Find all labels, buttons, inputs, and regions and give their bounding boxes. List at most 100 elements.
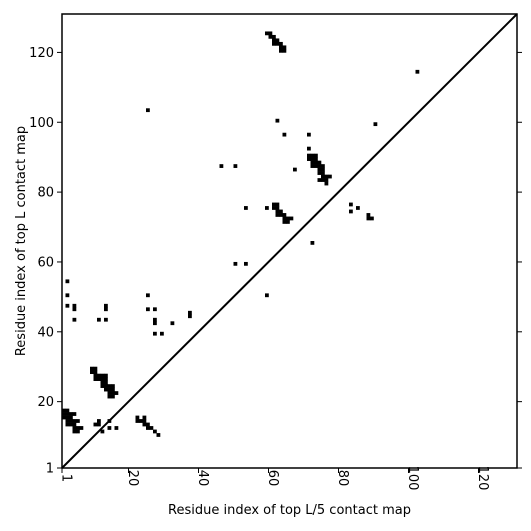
- contact-cell-lower: [93, 377, 98, 381]
- contact-cell-upper: [268, 31, 273, 36]
- contact-cell-upper: [317, 164, 322, 168]
- x-tick-label: 120: [475, 466, 490, 491]
- y-tick-label: 120: [29, 46, 54, 61]
- contact-cell-upper: [310, 157, 315, 161]
- contact-cell-lower: [153, 321, 157, 326]
- contact-cell-upper: [272, 38, 276, 43]
- contact-cell-upper: [275, 41, 280, 46]
- contact-cell-upper: [314, 160, 318, 165]
- contact-cell-upper: [349, 209, 353, 214]
- contact-cell-lower: [135, 419, 140, 423]
- contact-cell-lower: [62, 412, 66, 416]
- contact-cell-lower: [142, 422, 147, 427]
- contact-cell-upper: [286, 220, 290, 224]
- contact-cell-upper: [307, 146, 311, 151]
- x-tick-label: 1: [59, 474, 74, 482]
- contact-cell-upper: [321, 171, 325, 175]
- x-tick-label: 100: [405, 466, 420, 491]
- x-axis: 1 20 40 60 80 100 120: [59, 466, 491, 491]
- contact-cell-upper: [321, 167, 325, 172]
- contact-cell-lower: [76, 419, 80, 423]
- y-tick-label: 60: [37, 255, 54, 270]
- contact-cell-upper: [265, 293, 269, 298]
- contact-cell-lower: [142, 415, 147, 420]
- contact-cell-upper: [279, 48, 283, 53]
- contact-cell-lower: [107, 387, 112, 392]
- contact-cell-lower: [100, 377, 105, 381]
- contact-cell-lower: [62, 415, 66, 420]
- contact-cell-upper: [307, 132, 311, 137]
- contact-cell-lower: [65, 422, 70, 427]
- x-tick-label: 40: [195, 470, 210, 487]
- contact-cell-upper: [328, 174, 332, 179]
- x-tick-label: 60: [265, 470, 280, 487]
- contact-cell-lower: [146, 307, 150, 312]
- contact-cell-lower: [72, 303, 77, 308]
- contact-cell-lower: [146, 422, 150, 427]
- contact-cell-lower: [160, 331, 164, 336]
- contact-cell-lower: [135, 415, 140, 420]
- y-axis-label: Residue index of top L contact map: [14, 126, 29, 356]
- contact-cell-upper: [324, 178, 329, 182]
- contact-cell-lower: [104, 307, 108, 312]
- contact-cell-lower: [104, 373, 108, 378]
- x-tick-label: 80: [335, 470, 350, 487]
- contact-cell-lower: [104, 387, 108, 392]
- contact-cell-lower: [90, 370, 94, 375]
- contact-cell-lower: [72, 422, 77, 427]
- contact-cell-lower: [104, 317, 108, 322]
- contact-cell-lower: [90, 366, 94, 371]
- contact-cell-upper: [265, 31, 269, 36]
- contact-cell-upper: [275, 206, 280, 210]
- contact-cell-lower: [153, 317, 157, 322]
- y-tick-label: 80: [37, 186, 54, 201]
- contact-cell-lower: [146, 426, 150, 430]
- contact-cell-lower: [72, 429, 77, 434]
- contact-cell-lower: [107, 384, 112, 388]
- contact-cell-upper: [310, 164, 315, 168]
- plot-frame: [61, 13, 518, 469]
- contact-cell-upper: [310, 241, 315, 245]
- contact-cell-upper: [366, 213, 371, 217]
- contact-cell-lower: [153, 307, 157, 312]
- contact-cell-lower: [69, 422, 73, 427]
- contact-cell-lower: [65, 415, 70, 420]
- contact-cell-upper: [265, 206, 269, 210]
- contact-cell-upper: [314, 153, 318, 158]
- diagonal-line: [61, 13, 518, 469]
- contact-cell-lower: [111, 387, 115, 392]
- contact-cell-upper: [272, 206, 276, 210]
- contact-cell-upper: [279, 41, 283, 46]
- contact-cell-upper: [307, 153, 311, 158]
- contact-cell-lower: [65, 279, 70, 284]
- contact-cell-upper: [275, 209, 280, 214]
- contact-cell-lower: [142, 419, 147, 423]
- contact-cell-lower: [62, 408, 66, 413]
- contact-cell-upper: [279, 45, 283, 50]
- contact-cell-lower: [104, 377, 108, 381]
- contact-cell-upper: [321, 178, 325, 182]
- contact-cell-upper: [282, 213, 287, 217]
- contact-cell-lower: [149, 426, 154, 430]
- contact-cell-upper: [370, 216, 374, 221]
- contact-cell-lower: [107, 391, 112, 395]
- contact-cell-upper: [321, 174, 325, 179]
- contact-cell-lower: [69, 419, 73, 423]
- contact-cell-upper: [275, 213, 280, 217]
- contact-cell-lower: [100, 373, 105, 378]
- contact-cell-lower: [100, 384, 105, 388]
- contact-cell-upper: [233, 261, 238, 266]
- contact-cell-upper: [317, 160, 322, 165]
- contact-cell-upper: [272, 202, 276, 207]
- contact-cell-lower: [76, 429, 80, 434]
- contact-cell-upper: [310, 160, 315, 165]
- contact-cell-lower: [146, 293, 150, 298]
- contact-cell-lower: [93, 366, 98, 371]
- contact-cell-lower: [97, 377, 101, 381]
- contact-cell-lower: [65, 303, 70, 308]
- contact-cell-upper: [314, 164, 318, 168]
- contact-cell-lower: [93, 422, 98, 427]
- contact-cell-lower: [107, 394, 112, 399]
- contact-cells: [62, 31, 420, 437]
